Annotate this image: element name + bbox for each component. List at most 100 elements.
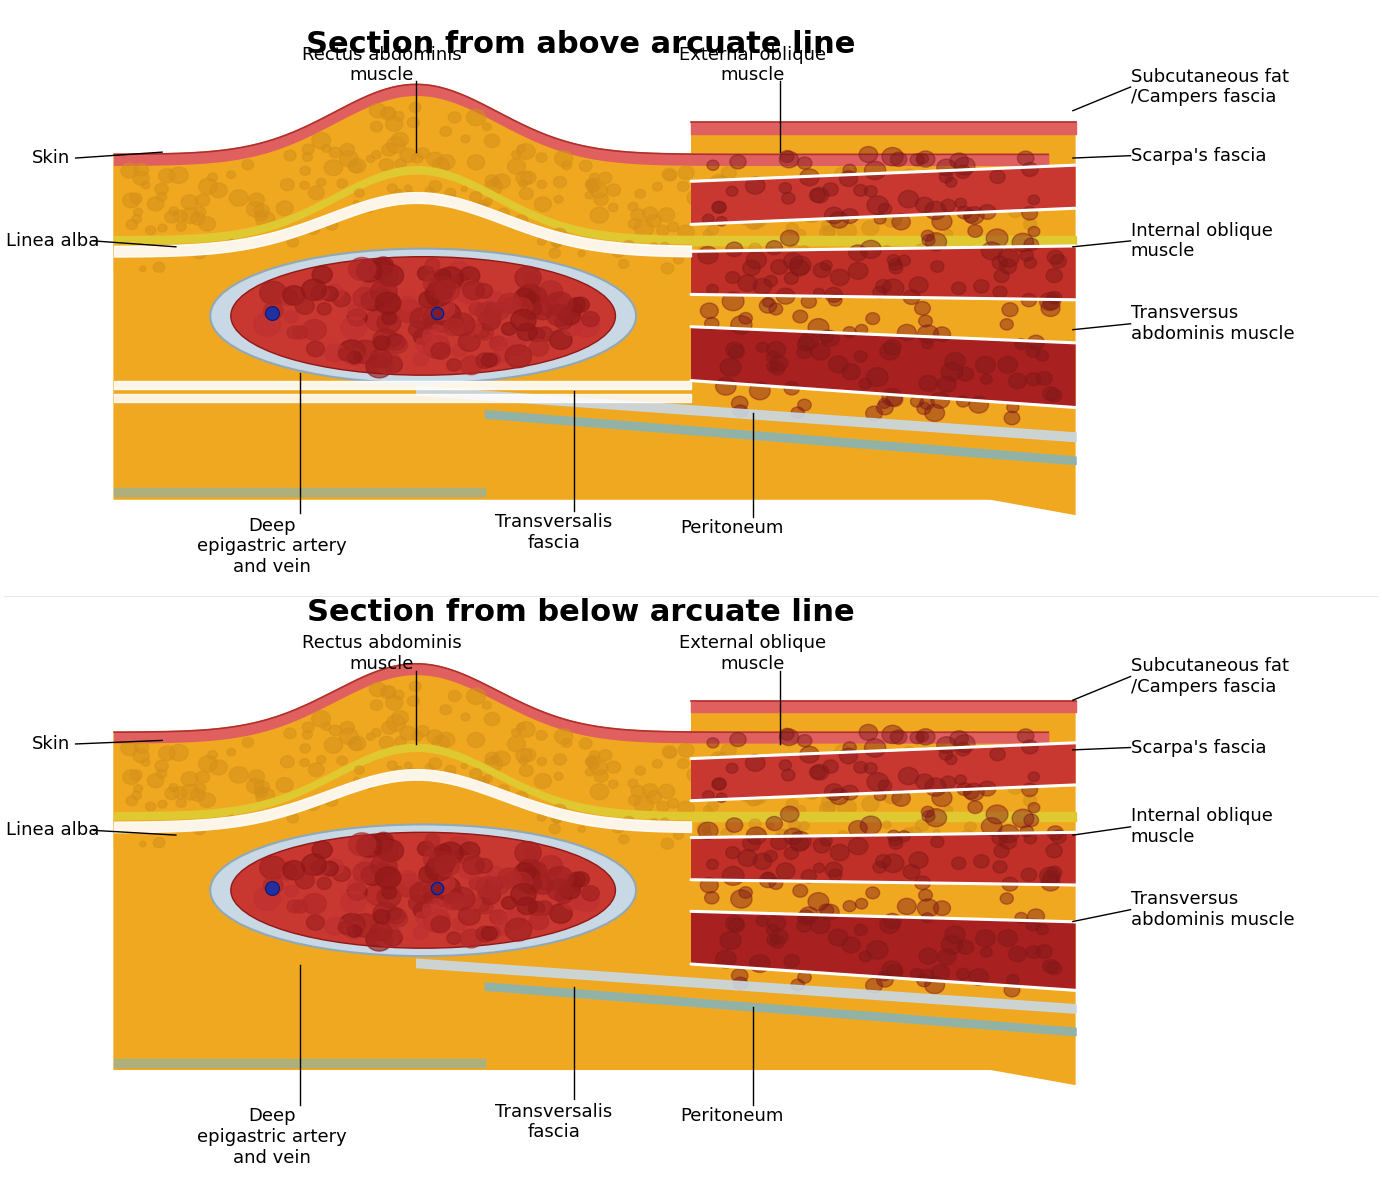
Circle shape bbox=[478, 200, 489, 210]
Circle shape bbox=[861, 241, 882, 259]
Circle shape bbox=[941, 362, 963, 381]
Circle shape bbox=[553, 753, 567, 765]
Circle shape bbox=[797, 911, 815, 925]
Circle shape bbox=[366, 783, 373, 789]
Circle shape bbox=[815, 783, 831, 796]
Circle shape bbox=[920, 969, 934, 982]
Circle shape bbox=[409, 321, 428, 337]
Circle shape bbox=[347, 925, 362, 937]
Circle shape bbox=[423, 335, 451, 359]
Circle shape bbox=[532, 876, 553, 894]
Circle shape bbox=[811, 187, 829, 203]
Circle shape bbox=[347, 883, 368, 900]
Circle shape bbox=[312, 132, 330, 149]
Circle shape bbox=[837, 831, 847, 839]
Circle shape bbox=[723, 292, 744, 311]
Circle shape bbox=[553, 817, 561, 824]
Circle shape bbox=[836, 766, 854, 782]
Ellipse shape bbox=[210, 825, 636, 956]
Circle shape bbox=[904, 763, 920, 777]
Circle shape bbox=[409, 895, 428, 912]
Circle shape bbox=[376, 867, 401, 889]
Circle shape bbox=[370, 280, 397, 303]
Circle shape bbox=[864, 161, 886, 180]
Circle shape bbox=[883, 853, 904, 873]
Circle shape bbox=[766, 350, 779, 362]
Circle shape bbox=[325, 284, 344, 300]
Text: Internal oblique
muscle: Internal oblique muscle bbox=[1130, 222, 1273, 260]
Circle shape bbox=[864, 186, 878, 197]
Circle shape bbox=[590, 784, 608, 800]
Circle shape bbox=[759, 873, 777, 888]
Circle shape bbox=[445, 188, 456, 198]
Circle shape bbox=[860, 378, 872, 389]
Circle shape bbox=[887, 830, 900, 842]
Circle shape bbox=[1046, 844, 1063, 858]
Circle shape bbox=[377, 887, 401, 907]
Circle shape bbox=[843, 901, 855, 912]
Circle shape bbox=[355, 766, 365, 775]
Circle shape bbox=[413, 353, 428, 366]
Circle shape bbox=[337, 756, 347, 765]
Circle shape bbox=[925, 193, 940, 206]
Circle shape bbox=[475, 926, 495, 942]
Circle shape bbox=[909, 277, 929, 293]
Circle shape bbox=[945, 926, 965, 943]
Circle shape bbox=[861, 817, 882, 834]
Circle shape bbox=[587, 760, 598, 770]
Circle shape bbox=[949, 731, 969, 746]
Circle shape bbox=[673, 255, 683, 263]
Circle shape bbox=[369, 834, 392, 855]
Circle shape bbox=[372, 150, 381, 159]
Circle shape bbox=[634, 221, 654, 237]
Circle shape bbox=[835, 167, 853, 182]
Circle shape bbox=[746, 215, 763, 229]
Circle shape bbox=[981, 818, 1002, 836]
Circle shape bbox=[800, 746, 820, 763]
Circle shape bbox=[316, 179, 326, 186]
Circle shape bbox=[814, 175, 824, 184]
Circle shape bbox=[282, 868, 296, 880]
Circle shape bbox=[999, 834, 1017, 849]
Circle shape bbox=[679, 744, 694, 757]
Circle shape bbox=[176, 223, 187, 231]
Circle shape bbox=[831, 844, 850, 861]
Circle shape bbox=[123, 193, 140, 207]
Circle shape bbox=[677, 801, 694, 815]
Circle shape bbox=[281, 756, 294, 768]
Circle shape bbox=[981, 948, 992, 957]
Circle shape bbox=[817, 265, 828, 274]
Circle shape bbox=[825, 862, 843, 877]
Circle shape bbox=[713, 201, 727, 213]
Circle shape bbox=[629, 218, 641, 229]
Circle shape bbox=[661, 242, 669, 250]
Circle shape bbox=[726, 763, 738, 774]
Circle shape bbox=[1017, 151, 1034, 166]
Circle shape bbox=[350, 737, 366, 751]
Circle shape bbox=[489, 877, 510, 894]
Circle shape bbox=[354, 777, 359, 782]
Circle shape bbox=[767, 786, 779, 795]
Circle shape bbox=[889, 837, 902, 849]
Circle shape bbox=[498, 293, 521, 313]
Circle shape bbox=[120, 740, 138, 756]
Circle shape bbox=[538, 814, 546, 821]
Circle shape bbox=[427, 871, 455, 895]
Circle shape bbox=[1020, 826, 1034, 837]
Circle shape bbox=[260, 281, 286, 304]
Circle shape bbox=[1024, 795, 1036, 806]
Circle shape bbox=[193, 248, 206, 259]
Circle shape bbox=[882, 961, 902, 979]
Circle shape bbox=[849, 838, 868, 855]
Circle shape bbox=[855, 324, 868, 335]
Circle shape bbox=[919, 889, 933, 901]
Circle shape bbox=[936, 167, 948, 178]
Circle shape bbox=[916, 732, 929, 741]
Circle shape bbox=[1014, 760, 1023, 768]
Circle shape bbox=[1009, 782, 1023, 794]
Circle shape bbox=[543, 294, 569, 317]
Circle shape bbox=[373, 287, 390, 302]
Circle shape bbox=[728, 344, 745, 359]
Circle shape bbox=[489, 909, 507, 925]
Circle shape bbox=[745, 755, 766, 771]
